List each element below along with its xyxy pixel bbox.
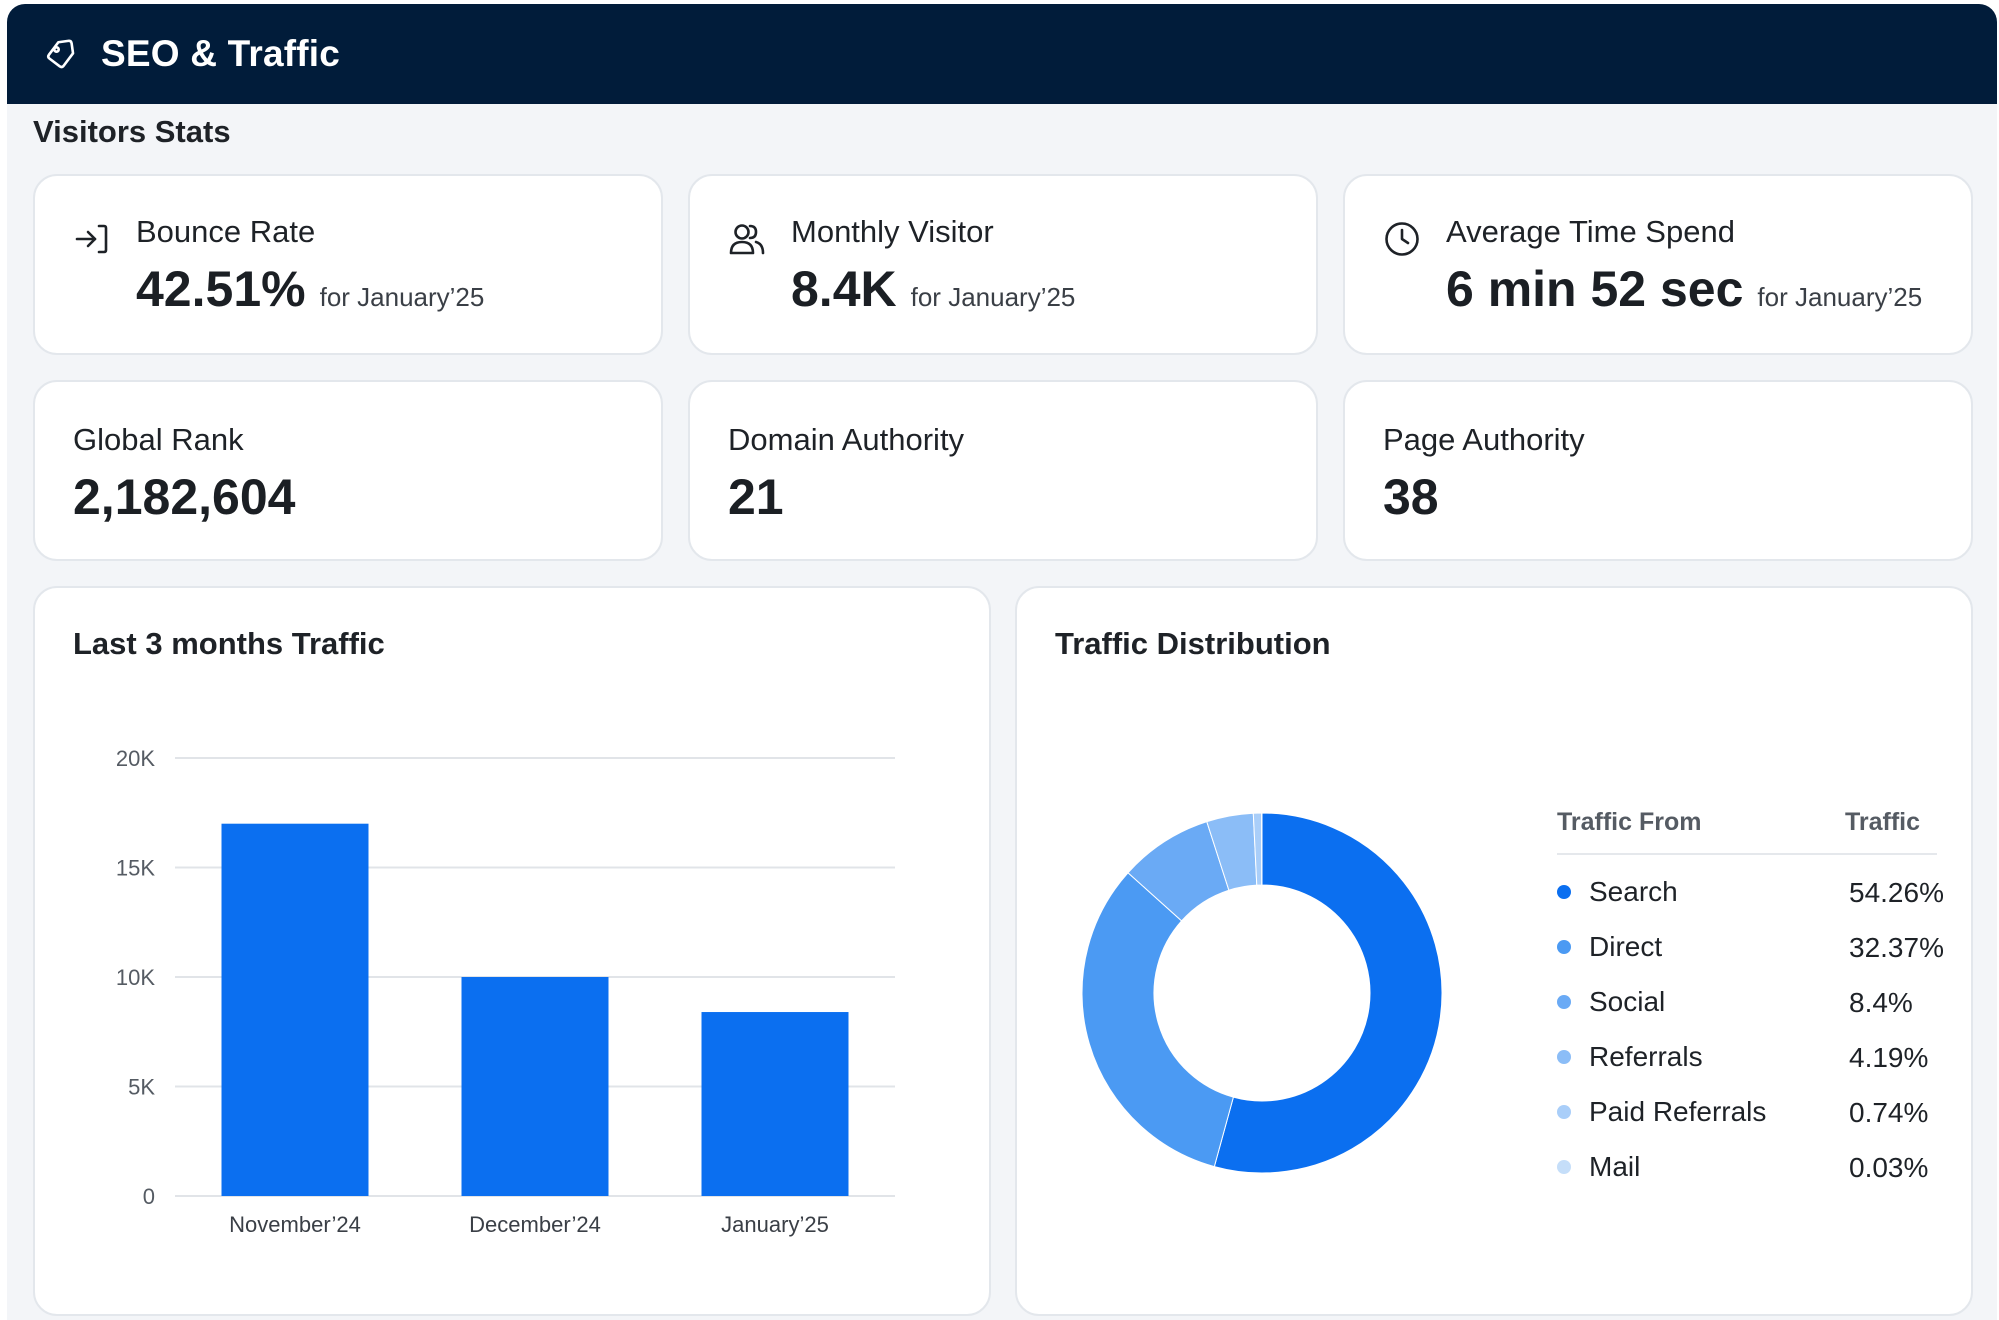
page-authority-value: 38	[1383, 469, 1439, 525]
legend-header-traffic: Traffic	[1845, 808, 1921, 836]
clock-icon	[1385, 222, 1419, 256]
x-tick-label: November’24	[229, 1212, 361, 1237]
legend-dot-search	[1557, 885, 1571, 899]
legend-row-paid-referrals: Paid Referrals	[1557, 1092, 1766, 1132]
y-tick-label: 5K	[128, 1075, 155, 1100]
page-authority-card: Page Authority 38	[1343, 380, 1973, 561]
global-rank-value: 2,182,604	[73, 469, 296, 525]
average-time-period: for January’25	[1757, 282, 1923, 312]
traffic-chart-card: Last 3 months Traffic 0 5K 10K 15K 20K Novemb…	[33, 586, 991, 1316]
legend-name-search: Search	[1589, 876, 1678, 907]
legend-dot-social	[1557, 995, 1571, 1009]
legend-divider	[1557, 853, 1937, 855]
traffic-chart-title: Last 3 months Traffic	[73, 626, 385, 661]
legend-name-paid-referrals: Paid Referrals	[1589, 1096, 1767, 1127]
global-rank-label: Global Rank	[73, 422, 244, 457]
traffic-bar-chart: 0 5K 10K 15K 20K November’24 December’24 Januar…	[116, 746, 895, 1237]
bar[interactable]	[701, 1012, 849, 1196]
page-authority-label: Page Authority	[1383, 422, 1585, 457]
legend-pct-social: 8.4%	[1849, 987, 1913, 1018]
traffic-distribution-card: Traffic Distribution Traffic From Traffi…	[1015, 586, 1973, 1316]
bar[interactable]	[461, 977, 609, 1196]
legend-pct-referrals: 4.19%	[1849, 1042, 1929, 1073]
legend-name-social: Social	[1589, 986, 1666, 1017]
bounce-rate-card: Bounce Rate 42.51% for January’25	[33, 174, 663, 355]
donut-slice-search[interactable]	[1213, 812, 1443, 1174]
widget-header: SEO & Traffic	[7, 4, 1997, 104]
legend-header-source: Traffic From	[1557, 808, 1702, 836]
legend-row-mail: Mail	[1557, 1147, 1640, 1187]
bar[interactable]	[221, 823, 369, 1196]
monthly-visitor-value: 8.4K for January’25	[791, 260, 1075, 318]
y-tick-label: 15K	[116, 856, 155, 881]
legend-dot-direct	[1557, 940, 1571, 954]
legend-name-mail: Mail	[1589, 1151, 1641, 1182]
users-icon	[729, 224, 765, 255]
y-tick-label: 10K	[116, 965, 155, 990]
monthly-visitor-label: Monthly Visitor	[791, 214, 994, 249]
average-time-card: Average Time Spend 6 min 52 sec for Janua…	[1343, 174, 1973, 355]
legend-row-direct: Direct	[1557, 927, 1662, 967]
donut-slice-direct[interactable]	[1081, 872, 1235, 1168]
y-tick-label: 0	[143, 1184, 155, 1209]
legend-pct-mail: 0.03%	[1849, 1152, 1929, 1183]
bounce-rate-label: Bounce Rate	[136, 214, 316, 249]
average-time-label: Average Time Spend	[1446, 214, 1735, 249]
traffic-distribution-title: Traffic Distribution	[1055, 626, 1331, 661]
monthly-visitor-number: 8.4K	[791, 261, 897, 317]
domain-authority-card: Domain Authority 21	[688, 380, 1318, 561]
y-tick-label: 20K	[116, 746, 155, 771]
legend-pct-direct: 32.37%	[1849, 932, 1944, 963]
legend-dot-mail	[1557, 1160, 1571, 1174]
domain-authority-value: 21	[728, 469, 784, 525]
legend-name-referrals: Referrals	[1589, 1041, 1703, 1072]
legend-pct-search: 54.26%	[1849, 877, 1944, 908]
enter-arrow-icon	[75, 224, 108, 254]
legend-row-referrals: Referrals	[1557, 1037, 1703, 1077]
legend-row-social: Social	[1557, 982, 1665, 1022]
bounce-rate-value: 42.51% for January’25	[136, 260, 484, 318]
legend-name-direct: Direct	[1589, 931, 1663, 962]
tag-icon	[46, 39, 75, 69]
x-tick-label: December’24	[469, 1212, 601, 1237]
legend-dot-paid-referrals	[1557, 1105, 1571, 1119]
seo-traffic-widget: SEO & Traffic Visitors Stats Bounce Rate…	[7, 4, 1997, 1320]
domain-authority-label: Domain Authority	[728, 422, 965, 457]
global-rank-card: Global Rank 2,182,604	[33, 380, 663, 561]
average-time-value: 6 min 52 sec for January’25	[1446, 260, 1922, 318]
monthly-visitor-card: Monthly Visitor 8.4K for January’25	[688, 174, 1318, 355]
legend-dot-referrals	[1557, 1050, 1571, 1064]
legend-row-search: Search	[1557, 872, 1678, 912]
bounce-rate-period: for January’25	[319, 282, 485, 312]
bounce-rate-number: 42.51%	[136, 261, 306, 317]
traffic-donut-chart	[1081, 812, 1443, 1174]
widget-title: SEO & Traffic	[101, 33, 341, 74]
section-title: Visitors Stats	[33, 114, 231, 149]
x-tick-label: January’25	[721, 1212, 829, 1237]
monthly-visitor-period: for January’25	[910, 282, 1076, 312]
average-time-number: 6 min 52 sec	[1446, 261, 1744, 317]
legend-pct-paid-referrals: 0.74%	[1849, 1097, 1929, 1128]
